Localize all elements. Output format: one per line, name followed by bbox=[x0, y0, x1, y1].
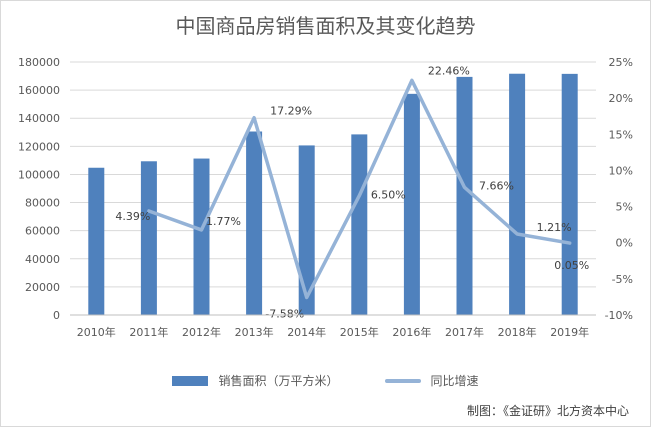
legend-label-bar: 销售面积（万平方米） bbox=[218, 374, 339, 388]
y-left-tick-label: 120000 bbox=[18, 140, 60, 153]
source-note: 制图：《金证研》北方资本中心 bbox=[466, 404, 629, 418]
y-left-tick-label: 20000 bbox=[25, 281, 60, 294]
x-tick-label: 2012年 bbox=[182, 325, 221, 339]
bar bbox=[140, 161, 157, 315]
data-label: 1.77% bbox=[206, 215, 241, 228]
x-tick-label: 2015年 bbox=[340, 325, 379, 339]
y-left-tick-label: 160000 bbox=[18, 84, 60, 97]
y-right-tick-label: 0% bbox=[616, 237, 633, 250]
data-label: 6.50% bbox=[371, 189, 406, 202]
data-label: 4.39% bbox=[115, 210, 150, 223]
legend-item-bar: 销售面积（万平方米） bbox=[172, 372, 339, 389]
legend-item-line: 同比增速 bbox=[384, 372, 479, 389]
y-right-tick-label: 15% bbox=[609, 128, 633, 141]
y-left-tick-label: 40000 bbox=[25, 253, 60, 266]
data-label: 1.21% bbox=[537, 221, 572, 234]
bar bbox=[509, 73, 526, 315]
bar bbox=[456, 76, 473, 316]
y-left-tick-label: 80000 bbox=[25, 197, 60, 210]
bar bbox=[351, 134, 368, 315]
legend: 销售面积（万平方米） 同比增速 bbox=[0, 372, 651, 389]
bar bbox=[193, 158, 210, 315]
y-right-tick-label: 20% bbox=[609, 92, 633, 105]
x-tick-label: 2019年 bbox=[550, 325, 589, 339]
data-label: 17.29% bbox=[270, 105, 312, 118]
y-right-tick-label: 10% bbox=[609, 164, 633, 177]
legend-label-line: 同比增速 bbox=[430, 374, 479, 388]
bar bbox=[561, 73, 578, 316]
x-tick-label: 2011年 bbox=[129, 325, 168, 339]
y-left-tick-label: 140000 bbox=[18, 112, 60, 125]
legend-swatch-bar bbox=[172, 375, 209, 386]
chart-title: 中国商品房销售面积及其变化趋势 bbox=[175, 14, 476, 38]
bar bbox=[246, 131, 263, 315]
bar bbox=[88, 167, 105, 315]
y-left-tick-label: 60000 bbox=[25, 225, 60, 238]
bar bbox=[403, 93, 420, 315]
x-tick-label: 2013年 bbox=[235, 325, 274, 339]
x-tick-label: 2016年 bbox=[392, 325, 431, 339]
x-tick-label: 2014年 bbox=[287, 325, 326, 339]
y-right-tick-label: -10% bbox=[605, 309, 633, 322]
x-tick-label: 2018年 bbox=[498, 325, 537, 339]
y-left-tick-label: 180000 bbox=[18, 56, 60, 69]
y-left-tick-label: 100000 bbox=[18, 168, 60, 181]
y-left-tick-label: 0 bbox=[53, 309, 60, 322]
data-label: 7.66% bbox=[479, 179, 514, 192]
data-label: 0.05% bbox=[554, 259, 589, 272]
growth-line bbox=[147, 78, 572, 300]
x-tick-label: 2017年 bbox=[445, 325, 484, 339]
y-right-tick-label: 5% bbox=[616, 201, 633, 214]
data-label: -7.58% bbox=[265, 308, 304, 321]
legend-swatch-line bbox=[384, 378, 421, 383]
data-label: 22.46% bbox=[428, 64, 470, 77]
x-tick-label: 2010年 bbox=[77, 325, 116, 339]
bar bbox=[298, 145, 315, 315]
y-right-tick-label: -5% bbox=[612, 273, 633, 286]
y-right-tick-label: 25% bbox=[609, 56, 633, 69]
